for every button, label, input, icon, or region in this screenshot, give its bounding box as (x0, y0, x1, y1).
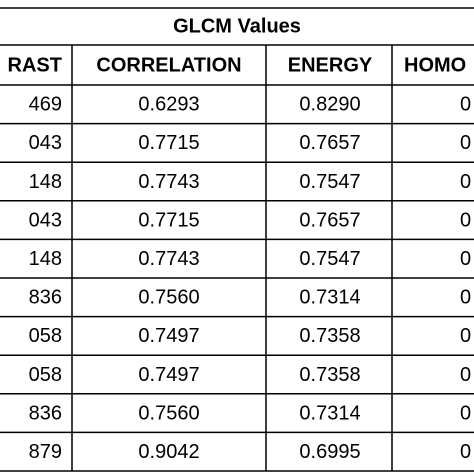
cell: 043 (29, 132, 62, 154)
cell: 0 (460, 209, 471, 231)
cell: 0.7715 (138, 132, 199, 154)
cell: 0.7560 (138, 287, 199, 309)
cell: 0 (460, 94, 471, 116)
cell: 0.7314 (299, 402, 360, 424)
cell: 148 (29, 248, 62, 270)
table-title: GLCM Values (173, 15, 301, 37)
cell: 0.7715 (138, 209, 199, 231)
cell: 469 (29, 94, 62, 116)
cell: 0 (460, 325, 471, 347)
column-header: ENERGY (288, 54, 373, 76)
cell: 0.7547 (299, 248, 360, 270)
cell: 0.7560 (138, 402, 199, 424)
cell: 836 (29, 402, 62, 424)
column-header: CORRELATION (96, 54, 241, 76)
cell: 879 (29, 441, 62, 463)
cell: 0.7314 (299, 287, 360, 309)
cell: 0.7358 (299, 364, 360, 386)
cell: 836 (29, 287, 62, 309)
cell: 0 (460, 441, 471, 463)
cell: 0.7547 (299, 171, 360, 193)
column-header: HOMO (404, 54, 466, 76)
cell: 0 (460, 171, 471, 193)
cell: 0.8290 (299, 94, 360, 116)
cell: 148 (29, 171, 62, 193)
cell: 058 (29, 364, 62, 386)
cell: 0.9042 (138, 441, 199, 463)
cell: 0.7358 (299, 325, 360, 347)
cell: 0.6995 (299, 441, 360, 463)
cell: 0 (460, 287, 471, 309)
cell: 0 (460, 248, 471, 270)
cell: 0.7497 (138, 325, 199, 347)
cell: 0.7657 (299, 132, 360, 154)
cell: 0 (460, 402, 471, 424)
cell: 0.7657 (299, 209, 360, 231)
cell: 0.7743 (138, 248, 199, 270)
cell: 0.6293 (138, 94, 199, 116)
column-header: RAST (8, 54, 62, 76)
cell: 058 (29, 325, 62, 347)
cell: 0 (460, 132, 471, 154)
cell: 043 (29, 209, 62, 231)
cell: 0.7743 (138, 171, 199, 193)
cell: 0.7497 (138, 364, 199, 386)
cell: 0 (460, 364, 471, 386)
